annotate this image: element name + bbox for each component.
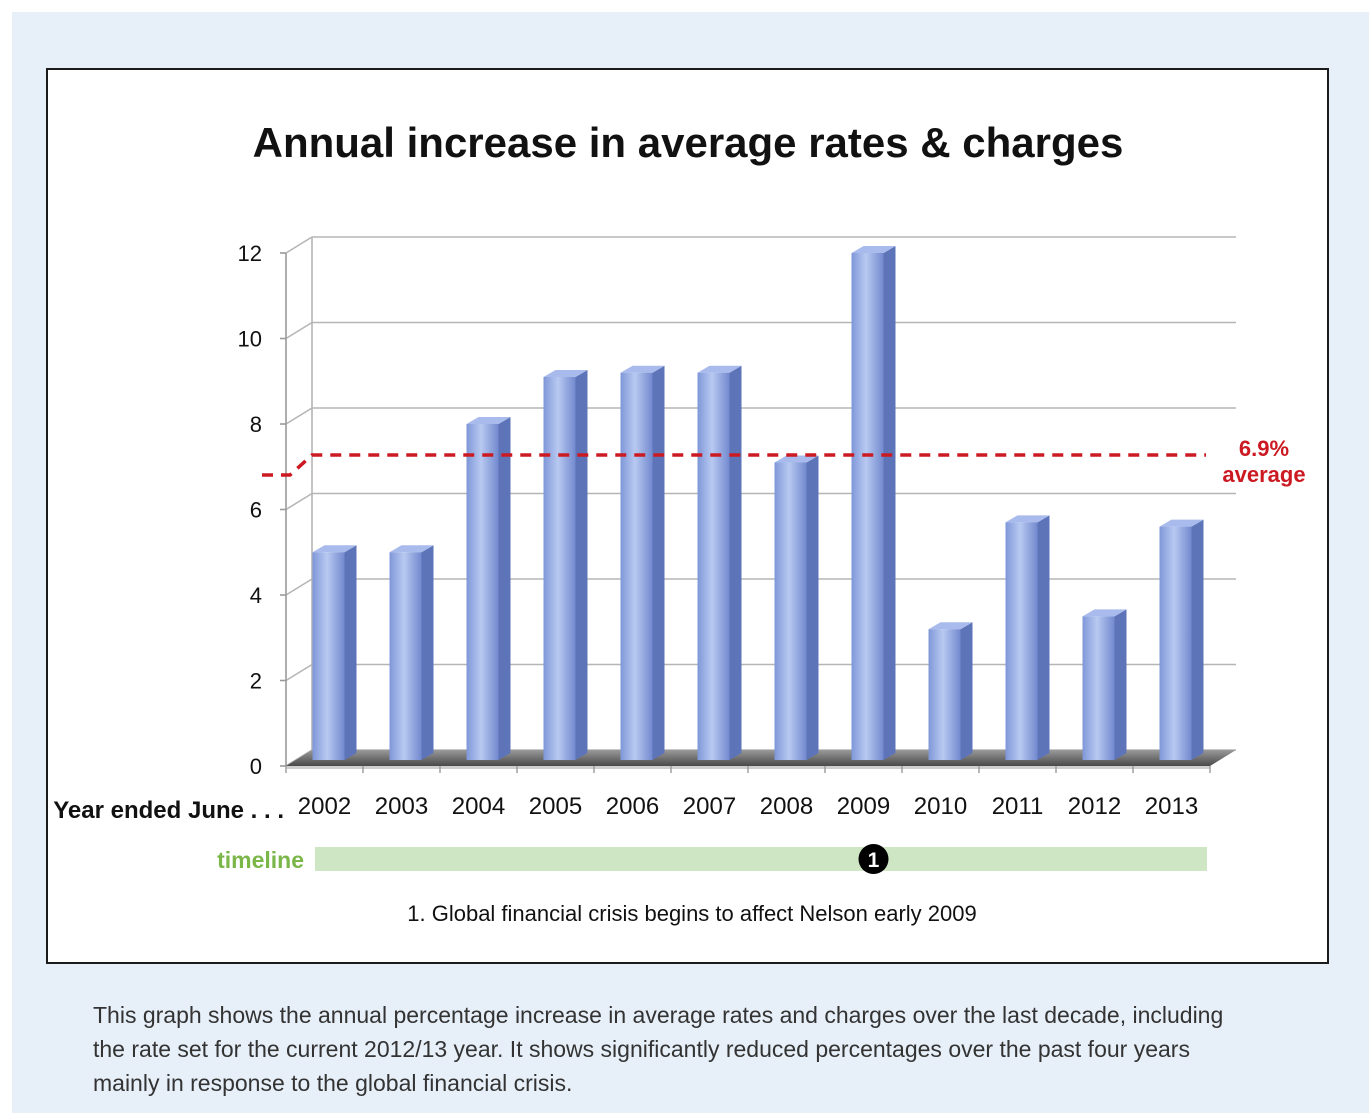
bar-side — [883, 246, 896, 760]
x-tick-label: 2007 — [683, 793, 736, 820]
bar-side — [575, 369, 588, 760]
bar-top — [774, 455, 819, 463]
bar-front — [389, 552, 422, 760]
average-label-value: 6.9% — [1239, 436, 1289, 461]
gridline-side — [285, 407, 313, 425]
bar-front — [697, 372, 730, 760]
marker-number: 1 — [868, 849, 880, 872]
bar — [1005, 515, 1050, 760]
bar-front — [543, 376, 576, 760]
bar — [774, 455, 819, 760]
bar-side — [652, 365, 665, 760]
bar-front — [1005, 522, 1038, 760]
bar-top — [851, 246, 896, 253]
bar — [851, 246, 896, 760]
bar-side — [1037, 515, 1050, 760]
bar-front — [928, 629, 961, 760]
bar-side — [1191, 519, 1204, 760]
caption-line: This graph shows the annual percentage i… — [93, 1002, 1224, 1028]
y-tick-label: 6 — [250, 498, 262, 523]
timeline-label: timeline — [217, 847, 304, 873]
bar-top — [620, 365, 665, 373]
bar-top — [312, 545, 357, 553]
x-tick-label: 2004 — [452, 793, 505, 820]
caption-line: mainly in response to the global financi… — [93, 1070, 573, 1096]
x-tick-label: 2005 — [529, 793, 582, 820]
floor-surface — [286, 750, 1236, 766]
bar-side — [729, 365, 742, 760]
bar — [1082, 609, 1127, 760]
x-tick-label: 2010 — [914, 793, 967, 820]
bar-top — [466, 417, 511, 424]
gridline-side — [285, 492, 313, 511]
bar-side — [498, 417, 511, 760]
gridline-side — [285, 236, 313, 254]
x-axis-labels: 2002 2003 2004 2005 2006 2007 2008 2009 2010 2011… — [285, 766, 1211, 820]
bar-front — [1159, 526, 1192, 760]
x-tick-label: 2012 — [1068, 793, 1121, 820]
caption-line: the rate set for the current 2012/13 yea… — [93, 1036, 1190, 1062]
bar-top — [697, 365, 742, 373]
bar — [697, 365, 742, 760]
bar — [1159, 519, 1204, 760]
x-axis-title: Year ended June . . . — [53, 797, 284, 824]
bar — [312, 545, 357, 760]
bar — [466, 417, 511, 760]
x-tick-label: 2006 — [606, 793, 659, 820]
y-tick-label: 12 — [238, 241, 262, 266]
timeline-bar — [315, 847, 1207, 871]
bar-top — [543, 369, 588, 377]
average-line — [262, 453, 1206, 477]
x-tick-label: 2003 — [375, 793, 428, 820]
y-tick-label: 0 — [250, 754, 262, 779]
bar-top — [1082, 609, 1127, 617]
average-label-text: average — [1222, 462, 1305, 487]
bar-side — [960, 622, 973, 760]
bar-side — [806, 455, 819, 760]
bars — [312, 246, 1204, 760]
gridline-side — [285, 578, 313, 596]
bar — [928, 622, 973, 760]
chart-caption: This graph shows the annual percentage i… — [93, 998, 1293, 1100]
bar-front — [774, 462, 807, 760]
bar-front — [1082, 616, 1115, 760]
bar-top — [928, 622, 973, 630]
x-tick-label: 2008 — [760, 793, 813, 820]
bar-front — [466, 424, 499, 760]
y-tick-label: 2 — [250, 669, 262, 694]
bar-front — [312, 552, 345, 760]
y-axis: 0 2 4 6 8 10 12 — [238, 241, 287, 779]
y-tick-label: 4 — [250, 583, 262, 608]
timeline-marker: 1 — [858, 844, 889, 874]
bar-side — [421, 545, 434, 760]
bar — [620, 365, 665, 760]
bar-front — [620, 372, 653, 760]
chart-frame — [46, 68, 1329, 964]
bar-side — [1114, 609, 1127, 760]
bar-top — [1159, 519, 1204, 527]
x-tick-label: 2009 — [837, 793, 890, 820]
x-tick-label: 2011 — [992, 793, 1044, 820]
bar-top — [389, 545, 434, 553]
chart-title: Annual increase in average rates & charg… — [253, 119, 1124, 166]
bar — [389, 545, 434, 760]
bar-front — [851, 253, 884, 760]
gridline-side — [285, 321, 313, 340]
timeline-note: 1. Global financial crisis begins to aff… — [407, 901, 976, 926]
x-tick-label: 2013 — [1145, 793, 1198, 820]
gridlines — [285, 236, 1236, 767]
x-tick-label: 2002 — [298, 793, 351, 820]
bar-top — [1005, 515, 1050, 523]
y-tick-label: 10 — [238, 327, 262, 352]
bar — [543, 369, 588, 760]
y-tick-label: 8 — [250, 412, 262, 437]
average-dashed-line — [262, 453, 1206, 477]
marker-circle — [858, 844, 889, 874]
bar-side — [344, 545, 357, 760]
gridline-side — [285, 663, 313, 682]
